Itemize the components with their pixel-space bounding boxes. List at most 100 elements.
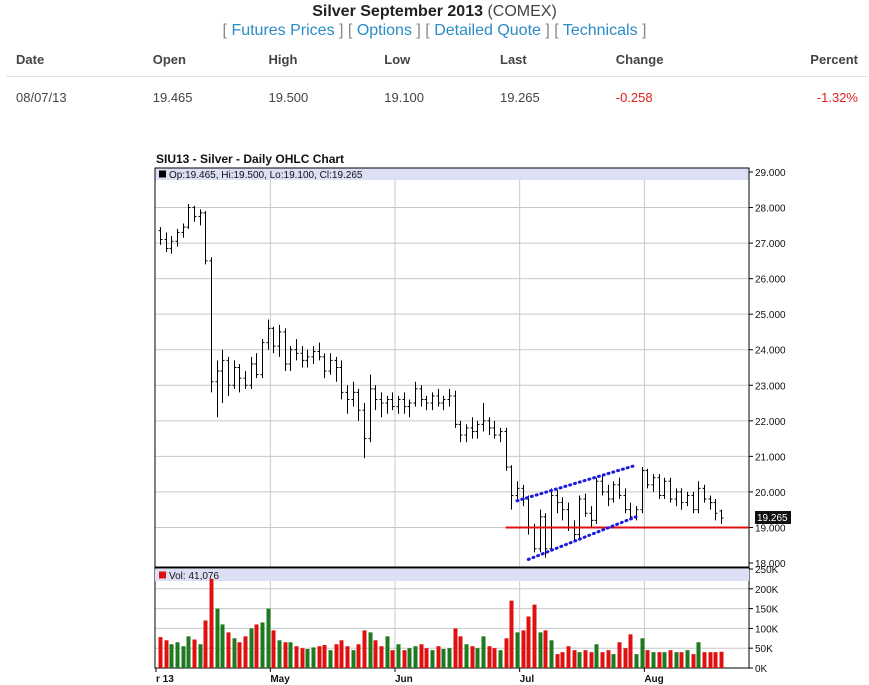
volume-bar [594,644,599,668]
price-grid [155,180,749,567]
volume-bar [453,628,458,668]
ohlc-bar [526,495,531,535]
volume-bar [419,644,424,668]
volume-bars [158,578,724,668]
volume-bar [396,644,401,668]
ohlc-bar [606,484,611,507]
ohlc-bar [288,346,293,372]
volume-legend-marker [159,571,166,579]
volume-bar [203,620,208,668]
ohlc-bar [674,488,679,507]
ohlc-bar [362,403,367,459]
ohlc-bar [339,360,344,400]
volume-bar [691,654,696,668]
last-price-box [755,511,791,524]
price-tick-label: 19.000 [755,523,786,534]
price-tick-label: 24.000 [755,346,786,357]
volume-bar [345,646,350,668]
volume-bar [702,652,707,668]
volume-bar [220,624,225,668]
volume-bar [674,652,679,668]
ohlc-bar [413,381,418,407]
chart-title: SIU13 - Silver - Daily OHLC Chart [156,152,344,166]
ohlc-bar [611,481,616,503]
volume-bar [458,636,463,668]
volume-bar [441,648,446,668]
price-axis: 18.000 19.000 20.000 21.000 22.000 23.000 24.0… [749,168,786,570]
ohlc-bar [175,228,180,247]
ohlc-bar [430,392,435,411]
ohlc-bar [220,349,225,404]
volume-bar [311,647,316,668]
ohlc-bar [713,499,718,521]
ohlc-bar [322,353,327,379]
ohlc-bar [662,477,667,500]
volume-bar [390,650,395,668]
x-tick-label: Jun [395,674,413,685]
volume-bar [402,650,407,668]
ohlc-bar [436,388,441,407]
page-title: Silver September 2013 (COMEX) [0,3,869,21]
volume-label: Vol: 41,076 [169,571,219,582]
volume-bar [192,639,197,668]
volume-bar [334,644,339,668]
price-tick-label: 21.000 [755,452,786,463]
ohlc-bar [243,371,248,389]
x-axis: r 13 May Jun Jul Aug [155,668,664,685]
volume-bar [549,640,554,668]
volume-bar [300,648,305,668]
volume-bar [407,648,412,668]
ohlc-bar [379,392,384,418]
x-tick-label: Aug [644,674,663,685]
volume-bar [237,642,242,668]
volume-bar [657,652,662,668]
link-futures-prices[interactable]: Futures Prices [231,22,335,39]
link-options[interactable]: Options [356,22,412,39]
ohlc-bar [481,403,486,432]
ohlc-bar [441,395,446,411]
ohlc-bar [543,513,548,558]
ohlc-label-band [155,168,749,180]
volume-bar [368,632,373,668]
ohlc-bar [719,509,724,524]
last-price-label: 19.265 [757,513,788,524]
x-tick-label: r 13 [156,674,174,685]
volume-bar [708,652,713,668]
volume-label-band [155,569,749,581]
ohlc-bar [181,223,186,238]
volume-bar [651,652,656,668]
ohlc-bar [549,488,554,551]
volume-tick-label: 100K [755,624,779,635]
ohlc-bar [311,346,316,364]
ohlc-bar [271,326,276,354]
volume-bar [640,638,645,668]
volume-bar [566,646,571,668]
ohlc-bar [402,392,407,414]
volume-bar [645,650,650,668]
ohlc-bar [368,374,373,443]
volume-bar [175,642,180,668]
ohlc-bar [203,211,208,265]
ohlc-bar [708,495,713,510]
ohlc-bar [328,353,333,375]
volume-bar [623,648,628,668]
volume-bar [339,640,344,668]
x-tick-label: May [270,674,290,685]
volume-bar [436,646,441,668]
cell-percent: -1.32% [816,89,858,105]
volume-bar [413,646,418,668]
link-technicals[interactable]: Technicals [562,22,638,39]
ohlc-bar [492,420,497,439]
col-low: Low [374,42,490,77]
volume-bar [288,642,293,668]
col-high: High [258,42,375,77]
volume-axis: 0K 50K 100K 150K 200K 250K [749,565,779,675]
ohlc-bar [186,203,191,229]
volume-bar [696,642,701,668]
volume-bar [226,632,231,668]
ohlc-bar [232,360,237,389]
ohlc-bar [577,495,582,539]
ohlc-bar [640,467,645,514]
link-detailed-quote[interactable]: Detailed Quote [434,22,541,39]
